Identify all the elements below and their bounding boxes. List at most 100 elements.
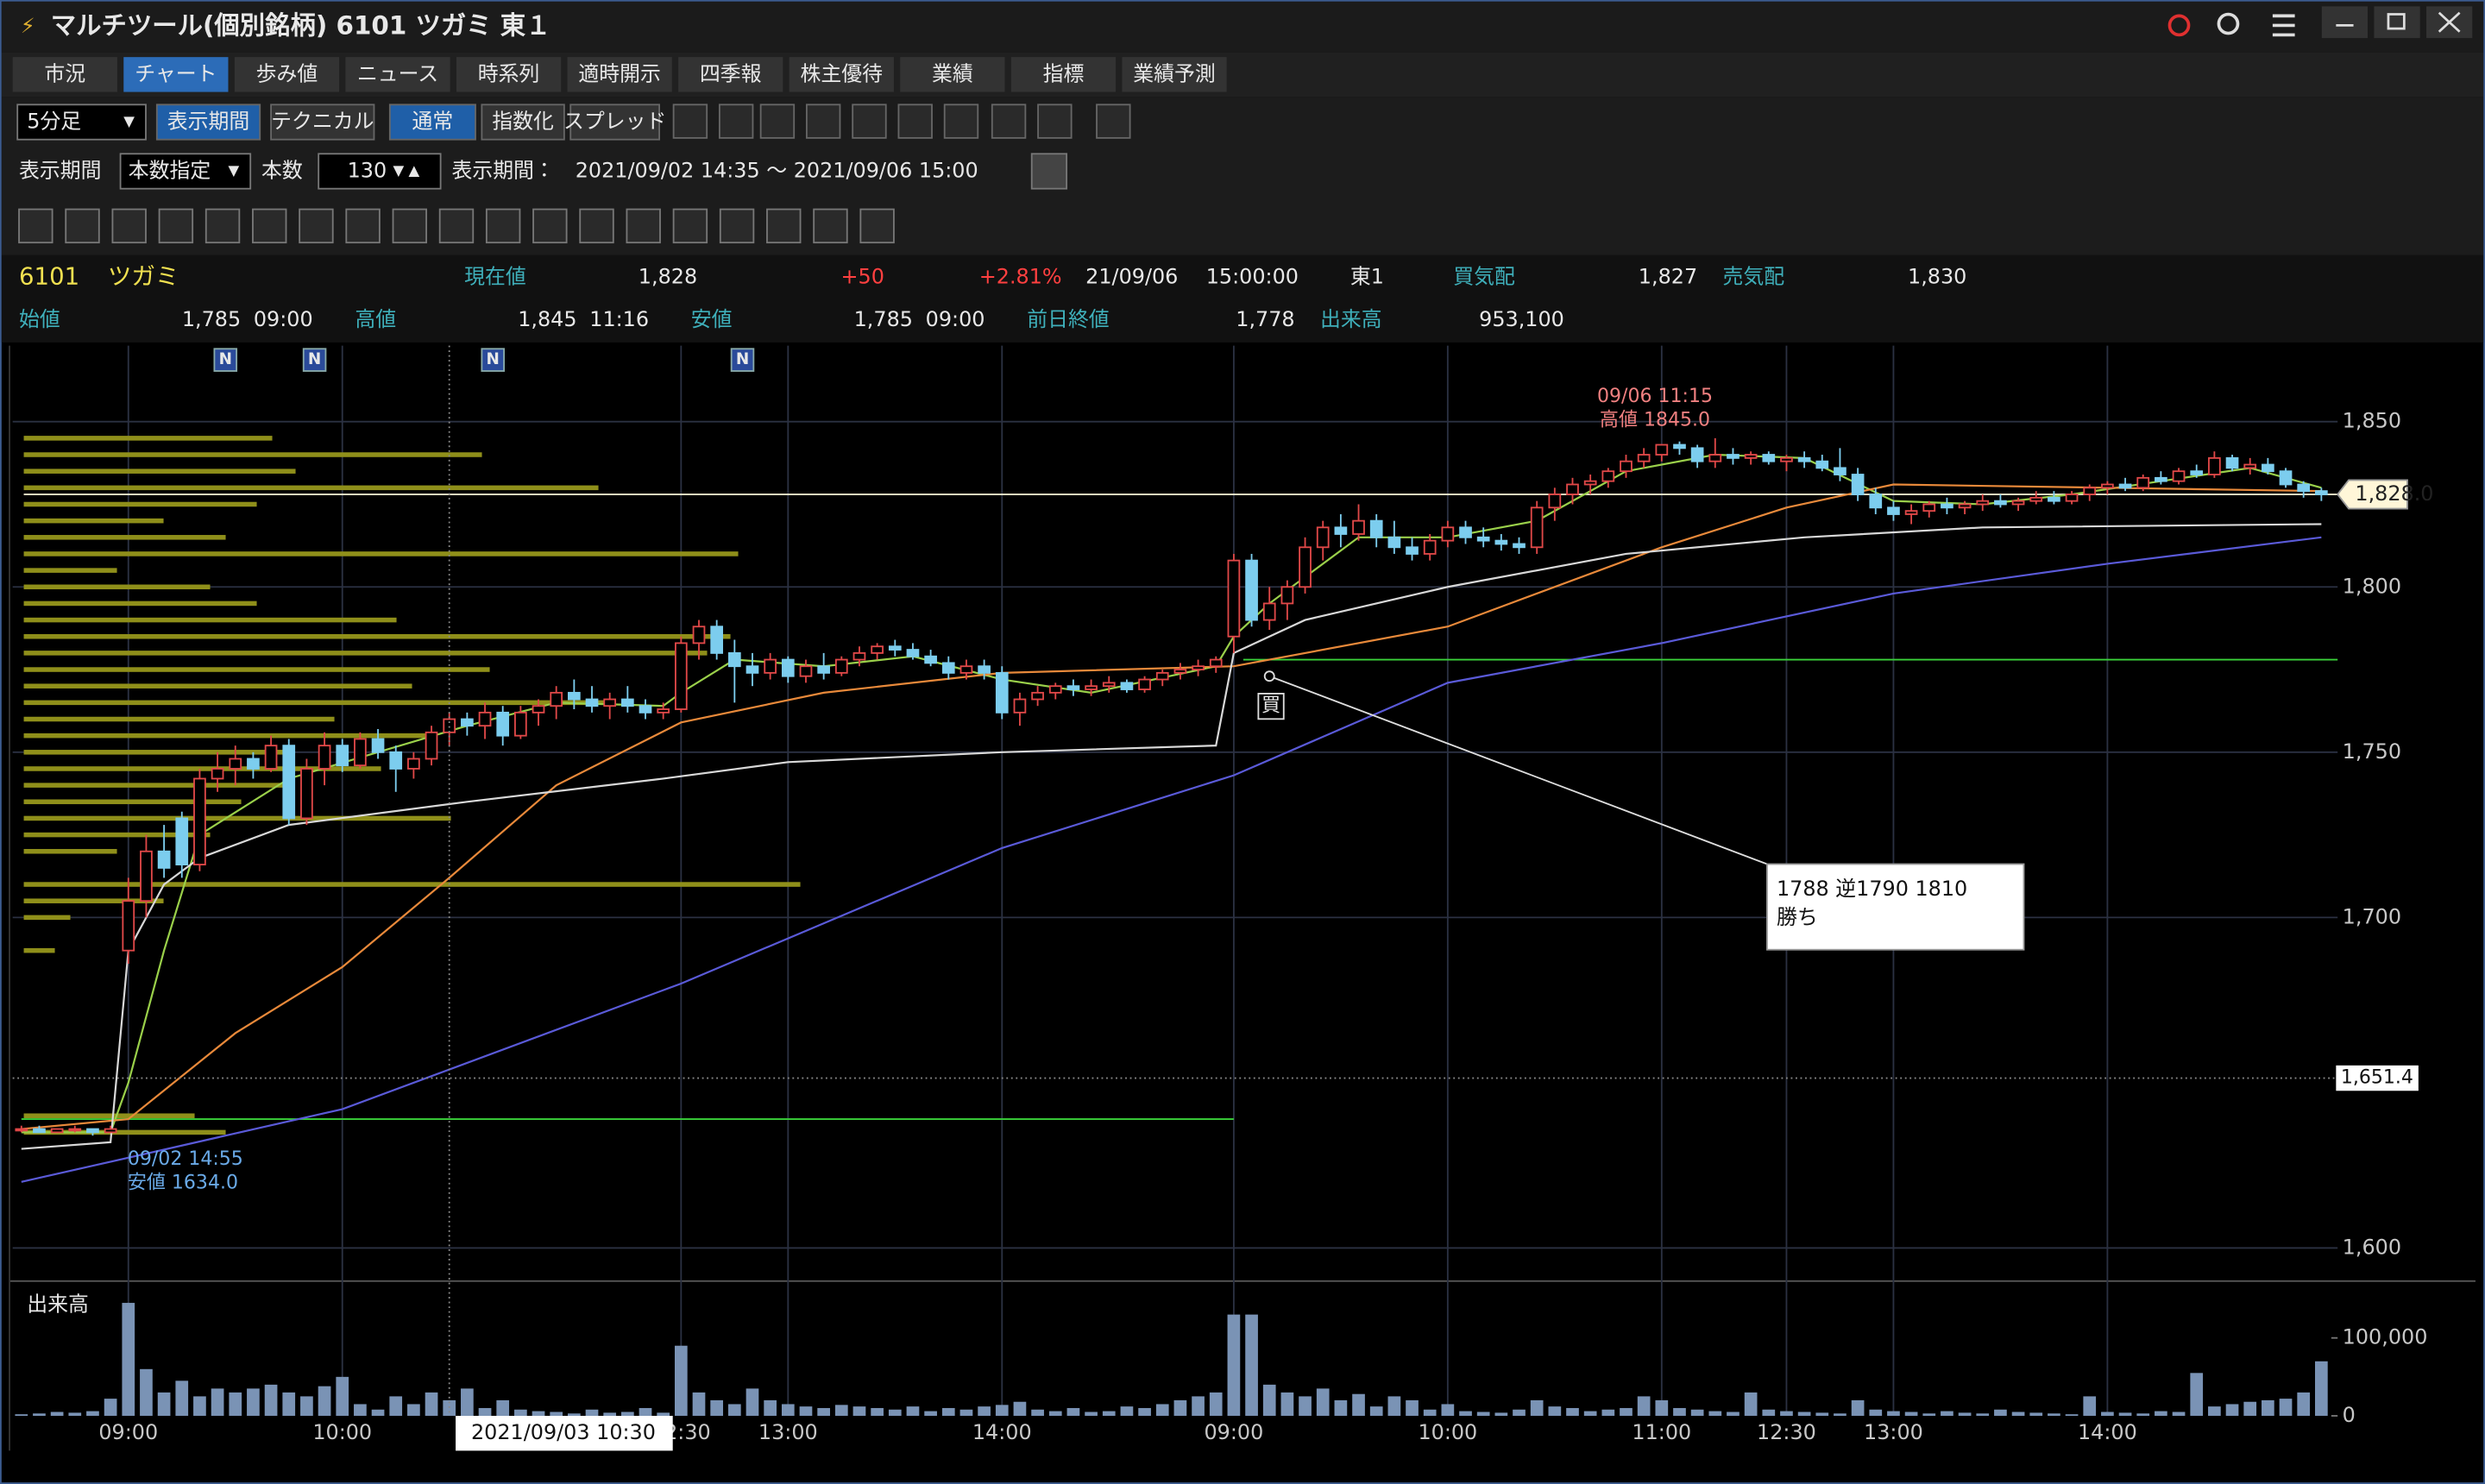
candle-body <box>2279 470 2293 486</box>
volume-profile-bar <box>23 683 412 689</box>
mode-button[interactable] <box>569 104 660 141</box>
candle-body <box>1869 494 1883 509</box>
apply-button[interactable] <box>1030 153 1068 190</box>
button-label: スプレッド <box>563 109 666 133</box>
x-tick-label: 09:00 <box>98 1420 158 1444</box>
tool-icon[interactable] <box>897 104 933 139</box>
candle-body <box>425 731 438 760</box>
button-label: 通常 <box>412 109 454 133</box>
candle-body <box>1031 691 1044 701</box>
draw-tool[interactable] <box>392 208 427 244</box>
tab[interactable] <box>789 57 894 92</box>
tab[interactable] <box>678 57 783 92</box>
link-icon[interactable] <box>2167 14 2191 37</box>
draw-tool[interactable] <box>438 208 475 244</box>
tool-icon[interactable] <box>943 104 979 139</box>
restore-button[interactable] <box>2374 6 2420 39</box>
y-tick-label: 1,700 <box>2343 904 2401 928</box>
draw-tool[interactable] <box>252 208 287 244</box>
spinner[interactable]: ▼ ▲ <box>393 162 420 179</box>
low-time: 09:00 <box>926 307 985 331</box>
draw-tool[interactable] <box>65 208 100 244</box>
news-mark[interactable] <box>302 348 327 372</box>
draw-tool[interactable] <box>626 208 661 244</box>
crosshair-y-box <box>2336 1065 2419 1091</box>
draw-tool[interactable] <box>18 208 53 244</box>
volume-profile-bar <box>23 617 397 623</box>
volume-bar <box>1085 1412 1098 1416</box>
news-mark[interactable] <box>481 348 506 372</box>
draw-tool[interactable] <box>672 208 708 244</box>
news-mark[interactable] <box>730 348 755 372</box>
candle-body <box>1566 483 1579 495</box>
draw-tool[interactable] <box>579 208 614 244</box>
volume-bar <box>1423 1409 1437 1416</box>
draw-tool[interactable] <box>719 208 755 244</box>
tool-icon[interactable] <box>1037 104 1073 139</box>
volume-bar <box>86 1411 99 1416</box>
tool-icon[interactable] <box>991 104 1027 139</box>
draw-tool[interactable] <box>204 208 241 244</box>
news-label: N <box>219 350 232 368</box>
interval-select[interactable] <box>16 104 147 141</box>
minimize-button[interactable] <box>2321 6 2369 39</box>
quote: 6101 ツガミ 現在値 1,828 +50 +2.81% 21/09/06 1… <box>19 263 1966 332</box>
candle-body <box>1280 586 1294 605</box>
tool-icon[interactable] <box>759 104 796 139</box>
tool-icon[interactable] <box>1096 104 1131 139</box>
y-tick-label: 1,850 <box>2343 409 2401 433</box>
time: 15:00:00 <box>1206 265 1299 289</box>
draw-tool[interactable] <box>345 208 381 244</box>
draw-tool[interactable] <box>111 208 147 244</box>
candle-body <box>1459 526 1472 538</box>
volume-profile-bar <box>23 667 490 672</box>
volume-bar <box>478 1407 492 1416</box>
draw-tool[interactable] <box>299 208 334 244</box>
draw-tool[interactable] <box>532 208 568 244</box>
trade-note-box <box>1766 863 2025 951</box>
draw-tool[interactable] <box>813 208 848 244</box>
candle-body <box>140 850 153 902</box>
volume-bar <box>1513 1409 1526 1416</box>
view-button[interactable] <box>155 104 261 141</box>
view-button[interactable] <box>270 104 375 141</box>
search-icon[interactable] <box>2217 12 2240 35</box>
volume-profile-bar <box>23 601 257 607</box>
draw-tool[interactable] <box>766 208 802 244</box>
tab[interactable] <box>12 57 117 92</box>
news-mark[interactable] <box>213 348 238 372</box>
candle-body <box>1904 510 1918 515</box>
candle-body <box>1655 443 1669 456</box>
candle-body <box>389 751 403 770</box>
candle-body <box>1690 447 1704 462</box>
candle-body <box>2048 496 2060 502</box>
tool-icon[interactable] <box>852 104 887 139</box>
draw-tool[interactable] <box>859 208 895 244</box>
candle-body <box>1245 559 1258 621</box>
mode-button[interactable] <box>481 104 565 141</box>
menu-icon[interactable] <box>2272 14 2295 37</box>
volume-bar <box>1209 1392 1223 1416</box>
tab[interactable] <box>900 57 1005 92</box>
tool-icon[interactable] <box>672 104 708 139</box>
candle-body <box>15 1128 28 1132</box>
tool-icon[interactable] <box>718 104 754 139</box>
period-mode-select[interactable] <box>119 153 252 190</box>
draw-tool[interactable] <box>485 208 521 244</box>
tab[interactable] <box>456 57 562 92</box>
volume-bar <box>1369 1406 1383 1416</box>
draw-tool[interactable] <box>158 208 194 244</box>
tool-icon[interactable] <box>805 104 841 139</box>
count-input[interactable] <box>318 153 442 190</box>
tab[interactable] <box>123 57 229 92</box>
volume-bar <box>1066 1407 1080 1416</box>
volume-profile-bar <box>23 915 71 921</box>
tab[interactable] <box>234 57 340 92</box>
mode-button[interactable] <box>388 104 476 141</box>
tab[interactable] <box>1010 57 1117 92</box>
candle-body <box>959 665 973 674</box>
tab[interactable] <box>345 57 450 92</box>
tab[interactable] <box>567 57 672 92</box>
volume-bar <box>1031 1409 1044 1416</box>
tab[interactable] <box>1122 57 1227 92</box>
